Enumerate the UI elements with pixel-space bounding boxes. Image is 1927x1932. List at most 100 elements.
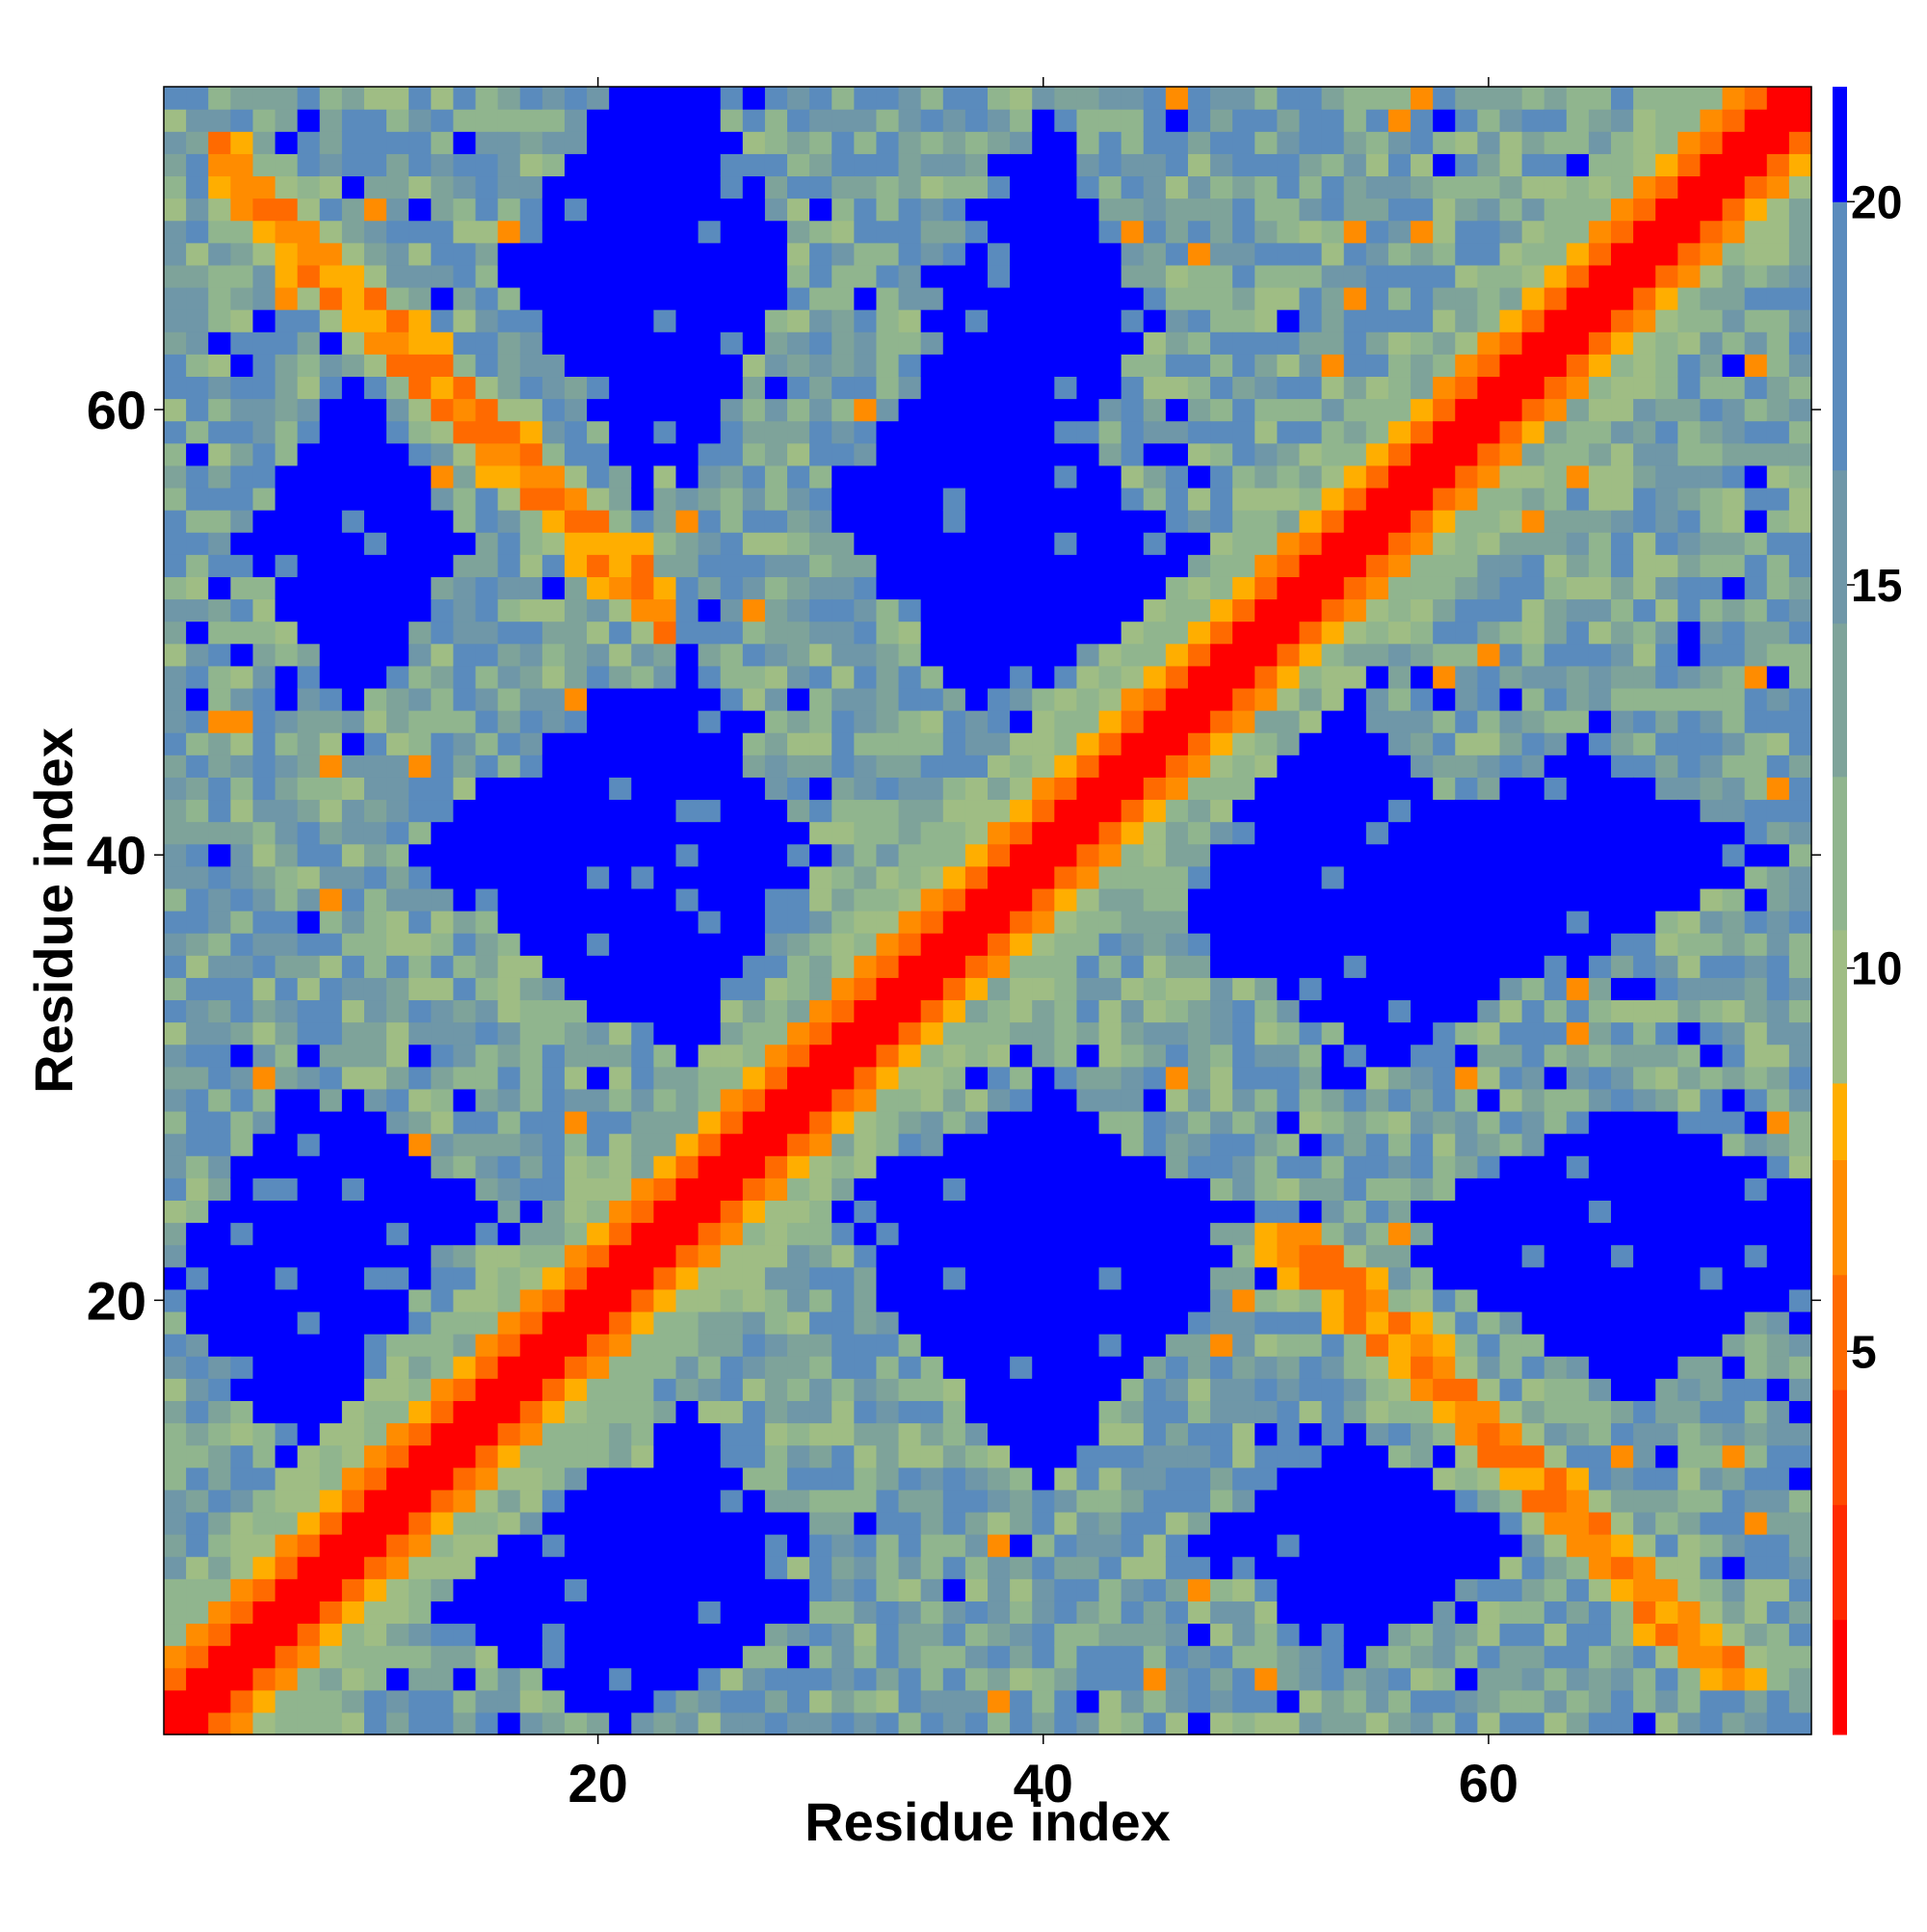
- heatmap-cell: [1477, 955, 1501, 978]
- heatmap-cell: [497, 865, 521, 889]
- heatmap-cell: [1254, 1288, 1279, 1312]
- heatmap-cell: [341, 510, 365, 533]
- heatmap-cell: [1499, 865, 1523, 889]
- heatmap-cell: [1032, 1044, 1055, 1068]
- heatmap-cell: [1521, 510, 1545, 533]
- heatmap-cell: [876, 1467, 900, 1491]
- heatmap-cell: [275, 1511, 299, 1535]
- heatmap-cell: [1387, 799, 1412, 823]
- heatmap-cell: [764, 1534, 788, 1557]
- heatmap-cell: [475, 510, 499, 533]
- heatmap-cell: [1299, 777, 1323, 801]
- heatmap-cell: [876, 532, 900, 555]
- heatmap-cell: [164, 821, 187, 845]
- heatmap-cell: [631, 420, 654, 444]
- heatmap-cell: [675, 1133, 700, 1156]
- heatmap-cell: [1655, 1601, 1678, 1625]
- heatmap-cell: [275, 510, 299, 533]
- heatmap-cell: [519, 1021, 543, 1045]
- heatmap-cell: [186, 1310, 209, 1335]
- heatmap-cell: [587, 1222, 610, 1246]
- heatmap-cell: [297, 398, 321, 422]
- heatmap-cell: [275, 376, 299, 400]
- heatmap-cell: [453, 286, 477, 310]
- heatmap-cell: [1365, 754, 1389, 778]
- heatmap-cell: [1054, 1088, 1078, 1112]
- heatmap-cell: [230, 198, 254, 222]
- heatmap-cell: [1365, 1288, 1389, 1312]
- heatmap-cell: [1544, 710, 1568, 733]
- heatmap-cell: [653, 198, 677, 222]
- heatmap-cell: [764, 87, 788, 110]
- heatmap-cell: [809, 1155, 832, 1178]
- heatmap-cell: [1277, 286, 1301, 310]
- heatmap-cell: [988, 286, 1011, 310]
- heatmap-cell: [1411, 1021, 1434, 1045]
- heatmap-cell: [1655, 1244, 1678, 1268]
- heatmap-cell: [920, 198, 944, 222]
- heatmap-cell: [363, 131, 387, 154]
- heatmap-cell: [1277, 911, 1301, 934]
- heatmap-cell: [609, 198, 632, 222]
- heatmap-cell: [519, 309, 543, 332]
- heatmap-cell: [475, 1133, 499, 1156]
- heatmap-cell: [1299, 710, 1323, 733]
- heatmap-cell: [631, 487, 654, 511]
- heatmap-cell: [1299, 1467, 1323, 1491]
- heatmap-cell: [1544, 1556, 1568, 1579]
- heatmap-cell: [519, 1356, 543, 1379]
- heatmap-cell: [787, 1288, 810, 1312]
- heatmap-cell: [208, 1556, 231, 1579]
- heatmap-cell: [720, 843, 744, 867]
- heatmap-cell: [1010, 87, 1033, 110]
- heatmap-cell: [609, 1467, 632, 1491]
- heatmap-cell: [1054, 754, 1078, 778]
- heatmap-cell: [1455, 665, 1478, 689]
- heatmap-cell: [164, 1110, 187, 1134]
- heatmap-cell: [1433, 865, 1456, 889]
- heatmap-cell: [609, 1378, 632, 1401]
- heatmap-cell: [1121, 1489, 1145, 1513]
- heatmap-cell: [363, 87, 387, 110]
- heatmap-cell: [341, 264, 365, 288]
- heatmap-cell: [1544, 865, 1568, 889]
- heatmap-cell: [475, 1378, 499, 1401]
- heatmap-cell: [653, 1645, 677, 1669]
- heatmap-cell: [564, 1489, 588, 1513]
- heatmap-cell: [164, 464, 187, 489]
- heatmap-cell: [453, 1110, 477, 1134]
- heatmap-cell: [519, 643, 543, 667]
- heatmap-cell: [409, 777, 432, 801]
- heatmap-cell: [1477, 1133, 1501, 1156]
- heatmap-cell: [964, 109, 989, 132]
- heatmap-cell: [587, 1310, 610, 1335]
- heatmap-cell: [964, 532, 989, 555]
- heatmap-cell: [675, 1066, 700, 1090]
- heatmap-cell: [854, 1511, 878, 1535]
- heatmap-cell: [1544, 1467, 1568, 1491]
- heatmap-cell: [809, 1400, 832, 1424]
- heatmap-cell: [1499, 1088, 1523, 1112]
- heatmap-cell: [1655, 1444, 1678, 1469]
- heatmap-cell: [1588, 109, 1612, 132]
- heatmap-cell: [876, 887, 900, 912]
- heatmap-cell: [1277, 1623, 1301, 1647]
- heatmap-cell: [1098, 1110, 1122, 1134]
- heatmap-cell: [1210, 1578, 1233, 1601]
- heatmap-cell: [564, 1044, 588, 1068]
- heatmap-cell: [787, 153, 810, 177]
- heatmap-cell: [341, 1689, 365, 1713]
- heatmap-cell: [475, 220, 499, 244]
- heatmap-cell: [230, 1222, 254, 1246]
- heatmap-cell: [764, 1400, 788, 1424]
- heatmap-cell: [341, 198, 365, 222]
- heatmap-cell: [1521, 1467, 1545, 1491]
- heatmap-cell: [1121, 376, 1145, 400]
- heatmap-cell: [942, 732, 966, 755]
- heatmap-cell: [1076, 1578, 1100, 1601]
- heatmap-cell: [1098, 955, 1122, 978]
- heatmap-cell: [1433, 732, 1456, 755]
- heatmap-cell: [1655, 933, 1678, 956]
- heatmap-cell: [1232, 1467, 1255, 1491]
- heatmap-cell: [1010, 1578, 1033, 1601]
